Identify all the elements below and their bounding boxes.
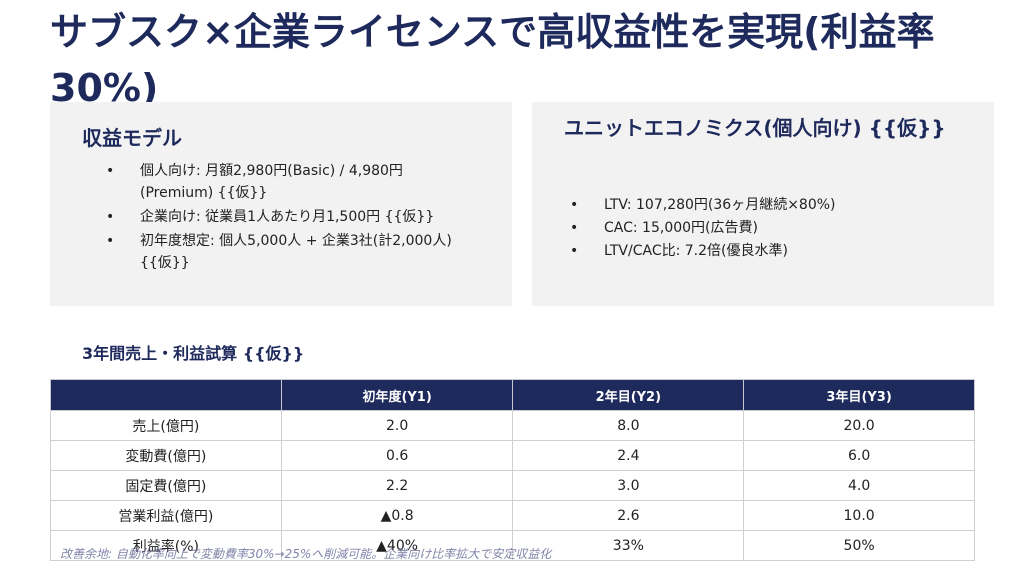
row-label: 変動費(億円) (50, 440, 282, 471)
row-label: 売上(億円) (50, 410, 282, 441)
table-cell: 3.0 (512, 470, 745, 501)
row-label: 固定費(億円) (50, 470, 282, 501)
column-header: 3年目(Y3) (743, 379, 975, 411)
table-header-row: 初年度(Y1) 2年目(Y2) 3年目(Y3) (50, 379, 975, 411)
table-cell: 50% (743, 530, 975, 561)
row-label: 利益率(%) (50, 530, 282, 561)
forecast-title: 3年間売上・利益試算 {{仮}} (82, 344, 305, 363)
table-row: 営業利益(億円) ▲0.8 2.6 10.0 (50, 500, 975, 531)
table-cell: 2.0 (280, 410, 514, 441)
unit-economics-panel: ユニットエコノミクス(個人向け) {{仮}} LTV: 107,280円(36ヶ… (532, 102, 994, 306)
unit-economics-heading: ユニットエコノミクス(個人向け) {{仮}} (564, 116, 946, 140)
table-cell: 20.0 (743, 410, 975, 441)
revenue-model-list: 個人向け: 月額2,980円(Basic) / 4,980円(Premium) … (100, 160, 460, 276)
table-cell: ▲40% (280, 530, 514, 561)
list-item: CAC: 15,000円(広告費) (564, 217, 974, 240)
table-cell: 2.2 (280, 470, 514, 501)
column-header: 2年目(Y2) (512, 379, 745, 411)
revenue-model-heading: 収益モデル (82, 126, 182, 150)
unit-economics-list: LTV: 107,280円(36ヶ月継続×80%) CAC: 15,000円(広… (564, 194, 974, 263)
revenue-model-panel: 収益モデル 個人向け: 月額2,980円(Basic) / 4,980円(Pre… (50, 102, 512, 306)
list-item: LTV: 107,280円(36ヶ月継続×80%) (564, 194, 974, 217)
table-cell: ▲0.8 (280, 500, 514, 531)
table-cell: 33% (512, 530, 745, 561)
forecast-table: 初年度(Y1) 2年目(Y2) 3年目(Y3) 売上(億円) 2.0 8.0 2… (50, 379, 975, 561)
row-label: 営業利益(億円) (50, 500, 282, 531)
table-cell: 0.6 (280, 440, 514, 471)
table-cell: 4.0 (743, 470, 975, 501)
table-row: 利益率(%) ▲40% 33% 50% (50, 530, 975, 561)
table-cell: 2.6 (512, 500, 745, 531)
table-cell: 6.0 (743, 440, 975, 471)
column-header (50, 379, 282, 411)
slide-title: サブスク×企業ライセンスで高収益性を実現(利益率30%) (50, 10, 935, 110)
table-row: 変動費(億円) 0.6 2.4 6.0 (50, 440, 975, 471)
table-row: 固定費(億円) 2.2 3.0 4.0 (50, 470, 975, 501)
column-header: 初年度(Y1) (280, 379, 514, 411)
table-cell: 2.4 (512, 440, 745, 471)
table-row: 売上(億円) 2.0 8.0 20.0 (50, 410, 975, 441)
list-item: LTV/CAC比: 7.2倍(優良水準) (564, 240, 974, 263)
table-cell: 10.0 (743, 500, 975, 531)
list-item: 初年度想定: 個人5,000人 + 企業3社(計2,000人) {{仮}} (100, 230, 460, 274)
list-item: 企業向け: 従業員1人あたり月1,500円 {{仮}} (100, 206, 460, 228)
list-item: 個人向け: 月額2,980円(Basic) / 4,980円(Premium) … (100, 160, 460, 204)
table-cell: 8.0 (512, 410, 745, 441)
improvement-note: 改善余地: 自動化率向上で変動費率30%→25%へ削減可能。企業向け比率拡大で安… (60, 547, 552, 561)
